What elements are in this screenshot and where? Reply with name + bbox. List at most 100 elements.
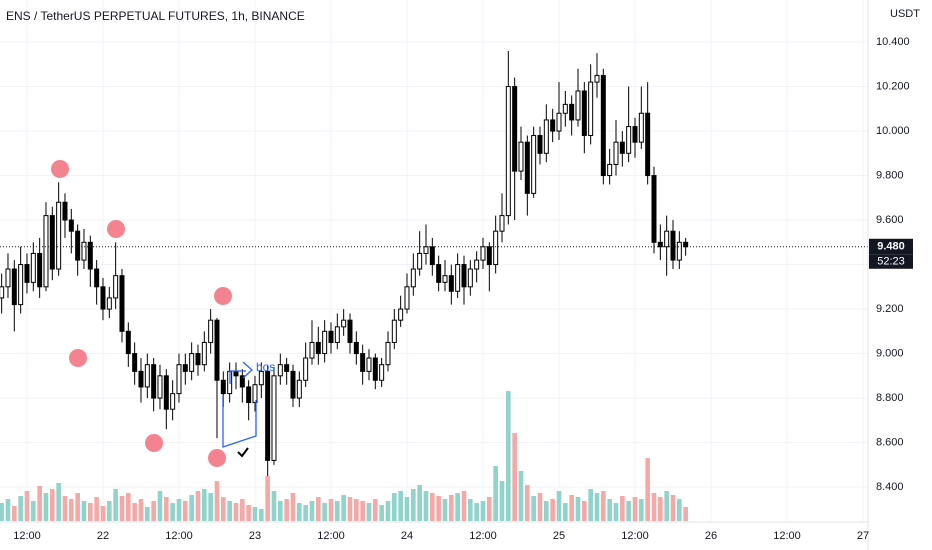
volume-bar <box>18 496 23 521</box>
volume-bar <box>56 483 61 521</box>
volume-bar <box>151 501 156 521</box>
volume-bar <box>183 501 188 521</box>
candle-body <box>195 353 201 366</box>
y-tick-label: 10.000 <box>876 125 910 137</box>
volume-bar <box>537 493 543 521</box>
volume-bar <box>499 481 505 521</box>
volume-bar <box>531 496 536 521</box>
volume-bar <box>335 501 340 521</box>
marker-circle <box>51 160 69 178</box>
volume-bar <box>214 481 220 521</box>
volume-bar <box>176 499 182 521</box>
volume-bar <box>5 499 11 521</box>
x-tick-label: 22 <box>97 530 109 542</box>
volume-bar <box>392 493 397 521</box>
candle-body <box>62 201 68 221</box>
candle-body <box>366 357 372 372</box>
volume-bar <box>88 503 93 521</box>
candle-body <box>94 268 100 288</box>
candle-body <box>233 370 239 377</box>
candle-body <box>220 379 226 395</box>
candle-body <box>455 264 461 292</box>
candle-body <box>239 375 245 388</box>
candle-body <box>81 241 87 261</box>
volume-bar <box>512 433 517 521</box>
candle-body <box>189 353 195 372</box>
volume-bar <box>398 491 403 521</box>
candle-body <box>328 330 334 343</box>
volume-bar <box>164 497 169 521</box>
volume-bar <box>423 491 429 521</box>
volume-bar <box>588 489 593 521</box>
bos-label: bos <box>256 360 275 374</box>
candle-body <box>372 357 378 381</box>
volume-layer <box>0 391 688 521</box>
volume-bar <box>0 503 4 521</box>
volume-bar <box>525 485 530 521</box>
countdown-label: 52:23 <box>877 256 905 268</box>
volume-bar <box>385 501 391 521</box>
candle-body <box>486 246 492 266</box>
volume-bar <box>455 493 460 521</box>
candle-body <box>537 135 543 154</box>
volume-bar <box>316 497 321 521</box>
candle-body <box>87 241 93 270</box>
volume-bar <box>518 471 524 521</box>
candle-body <box>144 364 150 388</box>
volume-bar <box>430 493 435 521</box>
candle-body <box>626 126 632 154</box>
volume-bar <box>221 497 226 521</box>
candle-body <box>569 103 575 121</box>
y-tick-label: 8.600 <box>876 436 904 448</box>
candle-body <box>246 386 252 404</box>
volume-bar <box>81 501 87 521</box>
last-price-label: 9.480 <box>877 241 905 253</box>
volume-bar <box>582 501 587 521</box>
volume-bar <box>658 497 663 521</box>
volume-bar <box>411 489 416 521</box>
candle-body <box>347 319 353 343</box>
candle-body <box>18 264 24 306</box>
volume-bar <box>100 506 106 521</box>
volume-bar <box>626 501 631 521</box>
candle-body <box>201 341 207 366</box>
candle-body <box>119 275 125 332</box>
marker-circle <box>214 287 232 305</box>
volume-bar <box>94 497 99 521</box>
candle-body <box>594 74 600 83</box>
countdown-box <box>869 254 913 269</box>
candle-body <box>417 252 423 270</box>
y-tick-label: 10.200 <box>876 80 910 92</box>
volume-bar <box>309 501 315 521</box>
volume-bar <box>145 507 150 521</box>
volume-bar <box>259 509 264 521</box>
candle-body <box>138 370 144 388</box>
volume-bar <box>620 496 625 521</box>
volume-bar <box>645 458 650 521</box>
volume-bar <box>50 489 55 521</box>
candle-body <box>24 264 30 283</box>
candle-body <box>448 275 454 292</box>
drawings: bos <box>51 160 275 467</box>
volume-bar <box>379 505 384 521</box>
candle-body <box>632 126 638 143</box>
volume-bar <box>354 499 359 521</box>
candle-body <box>353 341 359 355</box>
volume-bar <box>683 507 688 521</box>
volume-bar <box>341 495 346 521</box>
x-tick-label: 12:00 <box>317 530 345 542</box>
volume-bar <box>202 489 207 521</box>
volume-bar <box>157 491 163 521</box>
volume-bar <box>278 501 283 521</box>
candle-body <box>524 141 530 194</box>
candle-body <box>284 364 290 372</box>
candle-body <box>651 175 657 243</box>
x-tick-label: 12:00 <box>773 530 801 542</box>
y-tick-label: 8.400 <box>876 481 904 493</box>
volume-bar <box>113 489 118 521</box>
candle-body <box>252 384 258 404</box>
candle-body <box>157 375 163 399</box>
marker-circle <box>107 220 125 238</box>
volume-bar <box>613 503 619 521</box>
